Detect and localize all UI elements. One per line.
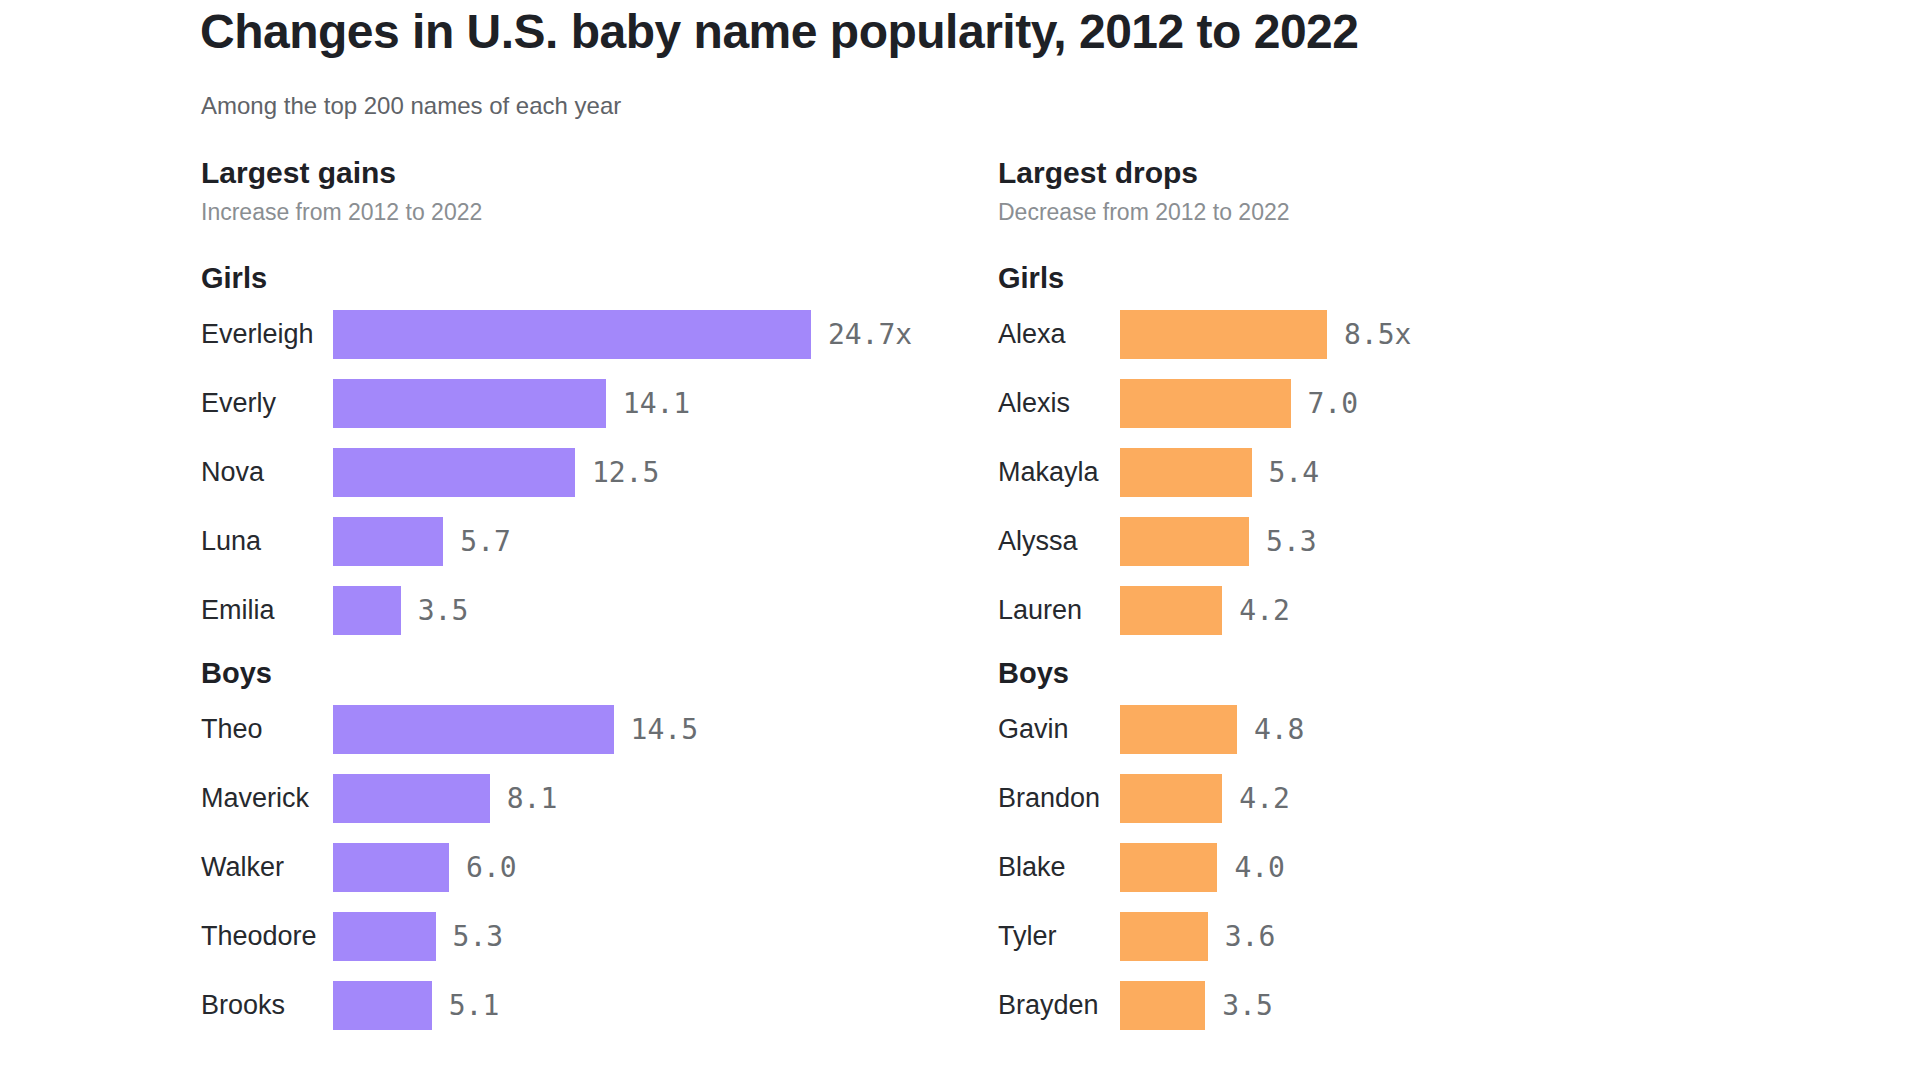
- bar-row: Theo 14.5: [201, 705, 961, 754]
- column-subheading-drops: Decrease from 2012 to 2022: [998, 201, 1758, 224]
- bar-value-label: 6.0: [466, 851, 517, 884]
- bar-value-label: 3.5: [1222, 989, 1273, 1022]
- bar-value-label: 5.1: [449, 989, 500, 1022]
- bar: [1120, 981, 1205, 1030]
- bar-name-label: Everly: [201, 388, 333, 419]
- bar: [333, 517, 443, 566]
- bar-name-label: Luna: [201, 526, 333, 557]
- bar-name-label: Brayden: [998, 990, 1120, 1021]
- bar-value-label: 5.3: [453, 920, 504, 953]
- bar-value-label: 4.2: [1239, 594, 1290, 627]
- bar-value-label: 5.7: [460, 525, 511, 558]
- bar-name-label: Gavin: [998, 714, 1120, 745]
- bar: [1120, 310, 1327, 359]
- bar-row: Brayden 3.5: [998, 981, 1758, 1030]
- bar: [1120, 379, 1291, 428]
- bar-row: Alexis 7.0: [998, 379, 1758, 428]
- group-heading: Girls: [201, 264, 961, 293]
- bar-value-label: 8.5x: [1344, 318, 1411, 351]
- column-largest-drops: Largest drops Decrease from 2012 to 2022…: [998, 158, 1758, 1030]
- bar-name-label: Makayla: [998, 457, 1120, 488]
- bar: [333, 912, 436, 961]
- bar-groups-gains: Girls Everleigh 24.7x Everly 14.1 Nova 12.5 Lun…: [201, 264, 961, 1030]
- bar-row: Blake 4.0: [998, 843, 1758, 892]
- bar-value-label: 4.0: [1234, 851, 1285, 884]
- bar-value-label: 3.5: [418, 594, 469, 627]
- bar-row: Alexa 8.5x: [998, 310, 1758, 359]
- bar-value-label: 7.0: [1308, 387, 1359, 420]
- bar-name-label: Walker: [201, 852, 333, 883]
- bar: [333, 310, 811, 359]
- bar-row: Gavin 4.8: [998, 705, 1758, 754]
- bar-name-label: Maverick: [201, 783, 333, 814]
- bar: [1120, 843, 1217, 892]
- bar: [333, 843, 449, 892]
- bar-value-label: 4.8: [1254, 713, 1305, 746]
- chart-title: Changes in U.S. baby name popularity, 20…: [200, 4, 1358, 59]
- bar-name-label: Emilia: [201, 595, 333, 626]
- bar-value-label: 3.6: [1225, 920, 1276, 953]
- bar-row: Brooks 5.1: [201, 981, 961, 1030]
- bar-row: Theodore 5.3: [201, 912, 961, 961]
- bar-value-label: 8.1: [507, 782, 558, 815]
- bar-name-label: Nova: [201, 457, 333, 488]
- bar-row: Nova 12.5: [201, 448, 961, 497]
- bar: [1120, 705, 1237, 754]
- bar-group-boys: Boys Theo 14.5 Maverick 8.1 Walker 6.0 Theodore…: [201, 659, 961, 1030]
- bar-row: Everly 14.1: [201, 379, 961, 428]
- column-heading-drops: Largest drops: [998, 158, 1758, 188]
- group-heading: Boys: [998, 659, 1758, 688]
- group-heading: Girls: [998, 264, 1758, 293]
- bar-row: Makayla 5.4: [998, 448, 1758, 497]
- bar-row: Tyler 3.6: [998, 912, 1758, 961]
- bar-group-boys: Boys Gavin 4.8 Brandon 4.2 Blake 4.0 Tyler 3.6 Br…: [998, 659, 1758, 1030]
- bar: [1120, 912, 1208, 961]
- bar: [1120, 448, 1252, 497]
- bar-row: Alyssa 5.3: [998, 517, 1758, 566]
- bar-name-label: Theo: [201, 714, 333, 745]
- bar-group-girls: Girls Everleigh 24.7x Everly 14.1 Nova 12.5 Lun…: [201, 264, 961, 635]
- bar: [1120, 517, 1249, 566]
- bar: [333, 448, 575, 497]
- bar: [333, 774, 490, 823]
- bar-value-label: 5.4: [1269, 456, 1320, 489]
- bar: [1120, 586, 1222, 635]
- bar: [333, 981, 432, 1030]
- bar-group-girls: Girls Alexa 8.5x Alexis 7.0 Makayla 5.4 Alyssa 5…: [998, 264, 1758, 635]
- column-heading-gains: Largest gains: [201, 158, 961, 188]
- bar: [333, 379, 606, 428]
- chart-subtitle: Among the top 200 names of each year: [201, 92, 621, 120]
- bar-row: Walker 6.0: [201, 843, 961, 892]
- bar-name-label: Brandon: [998, 783, 1120, 814]
- bar-name-label: Theodore: [201, 921, 333, 952]
- bar: [333, 705, 614, 754]
- column-largest-gains: Largest gains Increase from 2012 to 2022…: [201, 158, 961, 1030]
- bar-row: Brandon 4.2: [998, 774, 1758, 823]
- bar-value-label: 4.2: [1239, 782, 1290, 815]
- chart-canvas: Changes in U.S. baby name popularity, 20…: [0, 0, 1920, 1080]
- bar-name-label: Everleigh: [201, 319, 333, 350]
- group-heading: Boys: [201, 659, 961, 688]
- bar-value-label: 12.5: [592, 456, 659, 489]
- bar-value-label: 24.7x: [828, 318, 912, 351]
- bar-name-label: Alyssa: [998, 526, 1120, 557]
- bar-name-label: Alexis: [998, 388, 1120, 419]
- bar-name-label: Alexa: [998, 319, 1120, 350]
- bar-row: Luna 5.7: [201, 517, 961, 566]
- bar-name-label: Brooks: [201, 990, 333, 1021]
- bar: [1120, 774, 1222, 823]
- bar-value-label: 14.5: [631, 713, 698, 746]
- bar: [333, 586, 401, 635]
- bar-name-label: Blake: [998, 852, 1120, 883]
- bar-row: Lauren 4.2: [998, 586, 1758, 635]
- bar-row: Maverick 8.1: [201, 774, 961, 823]
- bar-value-label: 5.3: [1266, 525, 1317, 558]
- bar-name-label: Tyler: [998, 921, 1120, 952]
- bar-groups-drops: Girls Alexa 8.5x Alexis 7.0 Makayla 5.4 Alyssa 5…: [998, 264, 1758, 1030]
- bar-row: Emilia 3.5: [201, 586, 961, 635]
- bar-name-label: Lauren: [998, 595, 1120, 626]
- column-subheading-gains: Increase from 2012 to 2022: [201, 201, 961, 224]
- bar-value-label: 14.1: [623, 387, 690, 420]
- bar-row: Everleigh 24.7x: [201, 310, 961, 359]
